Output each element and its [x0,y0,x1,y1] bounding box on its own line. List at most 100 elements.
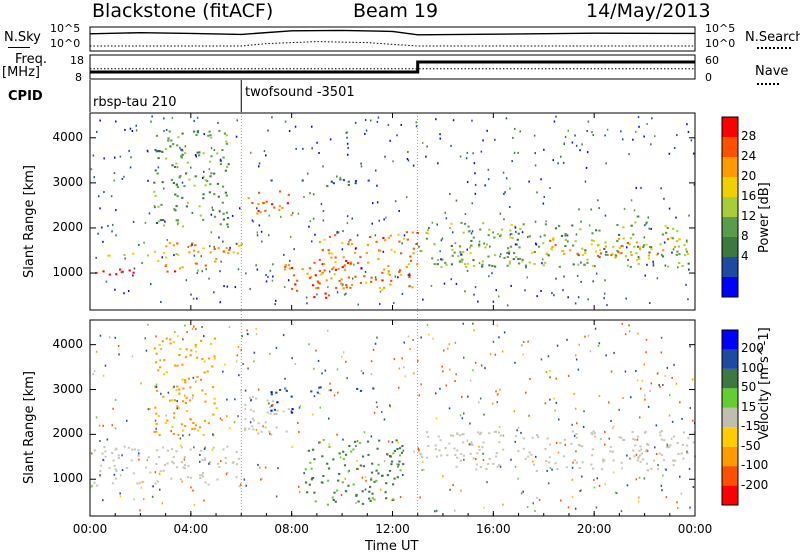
data-cell [201,475,205,478]
data-cell [387,123,390,126]
data-cell [322,210,325,213]
data-cell [516,238,519,241]
data-cell [183,464,186,466]
data-cell [193,504,196,507]
data-cell [594,265,596,268]
data-cell [213,397,216,400]
data-cell [142,480,145,483]
velocity-colorbar-swatch [722,330,738,350]
data-cell [212,386,215,389]
data-cell [201,459,204,461]
data-cell [169,338,172,341]
data-cell [96,484,99,487]
data-cell [206,180,209,183]
data-cell [167,137,170,140]
data-cell [594,327,597,330]
data-cell [171,460,174,463]
data-cell [393,358,396,361]
data-cell [311,147,313,150]
data-cell [244,389,247,392]
data-cell [676,230,679,233]
data-cell [525,391,527,394]
data-cell [460,260,463,263]
data-cell [402,463,405,466]
power-panel-data [90,115,696,307]
data-cell [187,476,190,479]
data-cell [172,244,175,247]
data-cell [470,232,473,235]
data-cell [245,484,247,487]
data-cell [581,254,585,256]
data-cell [189,418,191,421]
data-cell [435,417,438,420]
data-cell [325,279,328,282]
data-cell [517,450,520,453]
data-cell [418,394,420,397]
data-cell [616,224,619,226]
data-cell [517,232,520,235]
data-cell [269,406,272,409]
data-cell [516,429,518,432]
data-cell [681,417,683,420]
data-cell [209,342,212,345]
data-cell [692,152,695,155]
data-cell [657,372,659,375]
data-cell [400,124,402,126]
data-cell [166,239,168,241]
data-cell [549,239,552,242]
data-cell [308,343,310,346]
data-cell [255,264,257,267]
data-cell [329,138,332,141]
data-cell [535,243,538,246]
data-cell [204,457,207,460]
data-cell [604,279,606,282]
data-cell [154,406,157,409]
data-cell [509,236,512,239]
data-cell [482,459,485,461]
data-cell [528,261,531,264]
data-cell [365,281,368,284]
data-cell [428,227,430,230]
data-cell [173,412,176,415]
data-cell [312,193,315,196]
data-cell [398,367,401,370]
data-cell [392,160,394,163]
data-cell [425,456,429,459]
scatter-region-2 [107,250,191,257]
data-cell [637,256,640,258]
data-cell [209,245,211,248]
data-cell [187,246,189,248]
data-cell [677,507,679,510]
data-cell [661,254,663,256]
data-cell [502,448,505,451]
velocity-colorbar-tick-label: 15 [741,399,757,414]
data-cell [160,392,162,395]
data-cell [174,331,176,334]
data-cell [506,264,509,267]
data-cell [390,279,393,282]
data-cell [375,469,378,472]
data-cell [347,153,349,156]
data-cell [598,484,601,487]
data-cell [209,183,212,186]
data-cell [313,491,316,494]
data-cell [545,459,548,462]
data-cell [231,461,234,464]
data-cell [155,150,158,153]
data-cell [283,268,287,271]
data-cell [554,244,557,247]
velocity-y-tick-label: 3000 [52,381,83,396]
data-cell [382,250,385,253]
data-cell [210,172,213,175]
data-cell [603,459,606,462]
data-cell [579,490,581,492]
data-cell [182,466,185,469]
data-cell [528,451,531,454]
data-cell [310,467,313,470]
data-cell [483,242,485,245]
data-cell [575,450,577,453]
data-cell [561,250,564,253]
data-cell [161,502,164,505]
data-cell [578,443,581,446]
data-cell [376,120,379,123]
